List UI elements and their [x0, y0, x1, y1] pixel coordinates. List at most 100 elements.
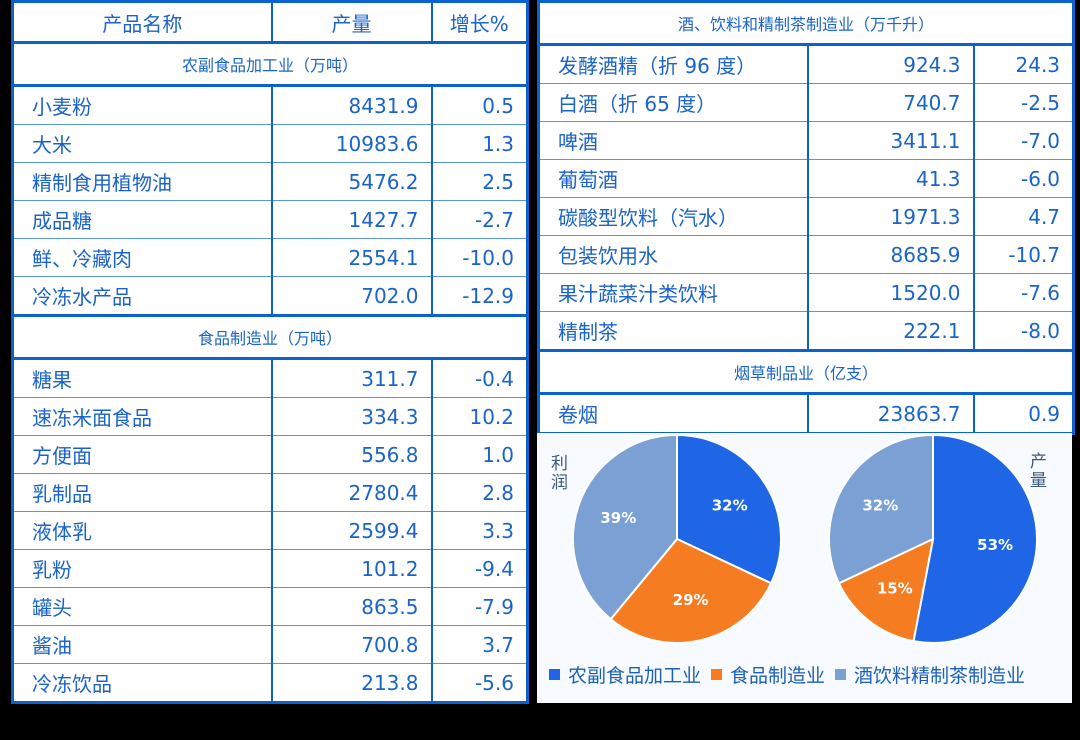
- output-cell: 5476.2: [270, 162, 432, 201]
- product-name-cell: 卷烟: [538, 393, 808, 434]
- growth-cell: 3.3: [430, 511, 528, 550]
- table-row: 乳粉 101.2 -9.4: [12, 549, 528, 588]
- product-name-cell: 精制茶: [538, 311, 808, 351]
- growth-cell: -6.0: [972, 159, 1075, 198]
- section-header-row: 烟草制品业（亿支）: [538, 349, 1074, 395]
- pie-chart-panel: 利润 32% 29% 39% 53% 15% 32% 产量 农副食品加工业 食品制造业 …: [537, 433, 1072, 703]
- output-cell: 2780.4: [270, 473, 432, 512]
- table-row: 果汁蔬菜汁类饮料 1520.0 -7.6: [538, 273, 1075, 312]
- growth-cell: -9.4: [430, 549, 528, 588]
- pie-slice: [676, 433, 782, 585]
- product-name-cell: 酱油: [12, 625, 272, 664]
- legend-item-food: 食品制造业: [711, 661, 825, 688]
- pie-slice: [912, 433, 1038, 644]
- profit-chart-title: 利润: [551, 454, 568, 493]
- pie-slice-label: 15%: [877, 579, 913, 597]
- product-name-cell: 碳酸型饮料（汽水）: [538, 197, 808, 236]
- growth-cell: -2.5: [972, 83, 1075, 122]
- product-name-cell: 包装饮用水: [538, 235, 808, 274]
- product-name-cell: 乳粉: [12, 549, 272, 588]
- output-cell: 1971.3: [806, 197, 974, 236]
- table-row: 液体乳 2599.4 3.3: [12, 511, 528, 550]
- legend-item-beverage: 酒饮料精制茶制造业: [835, 661, 1025, 688]
- table-row: 小麦粉 8431.9 0.5: [12, 85, 528, 125]
- legend-swatch-agri: [549, 669, 560, 680]
- pie-slice: [828, 433, 934, 585]
- product-name-cell: 精制食用植物油: [12, 162, 272, 201]
- pie-slice: [837, 537, 935, 643]
- legend-swatch-beverage: [835, 669, 847, 680]
- growth-cell: -8.0: [972, 311, 1075, 351]
- product-name-cell: 罐头: [12, 587, 272, 626]
- output-cell: 8685.9: [806, 235, 974, 274]
- pie-slice-label: 39%: [600, 509, 636, 527]
- section-header-row: 农副食品加工业（万吨）: [12, 41, 528, 87]
- output-cell: 311.7: [270, 358, 432, 398]
- output-cell: 213.8: [270, 663, 432, 703]
- pie-slice: [609, 537, 773, 644]
- product-name-cell: 葡萄酒: [538, 159, 808, 198]
- header-output: 产量: [270, 1, 432, 43]
- pie-slice-label: 53%: [977, 536, 1013, 554]
- profit-pie-chart: 32% 29% 39%: [572, 433, 782, 644]
- growth-cell: -7.0: [972, 121, 1075, 160]
- growth-cell: 1.0: [430, 435, 528, 474]
- legend-label-food: 食品制造业: [730, 665, 826, 687]
- growth-cell: 1.3: [430, 124, 528, 163]
- header-growth: 增长%: [430, 1, 528, 43]
- section-title: 烟草制品业（亿支）: [538, 349, 1074, 395]
- table-row: 发酵酒精（折 96 度） 924.3 24.3: [538, 44, 1075, 84]
- product-name-cell: 鲜、冷藏肉: [12, 238, 272, 277]
- table-row: 糖果 311.7 -0.4: [12, 358, 528, 398]
- product-name-cell: 白酒（折 65 度）: [538, 83, 808, 122]
- output-cell: 222.1: [806, 311, 974, 351]
- output-cell: 700.8: [270, 625, 432, 664]
- table-row: 精制茶 222.1 -8.0: [538, 311, 1075, 351]
- table-row: 大米 10983.6 1.3: [12, 124, 528, 163]
- table-row: 白酒（折 65 度） 740.7 -2.5: [538, 83, 1075, 122]
- table-row: 速冻米面食品 334.3 10.2: [12, 397, 528, 436]
- output-pie-chart: 53% 15% 32%: [828, 433, 1038, 644]
- growth-cell: 2.5: [430, 162, 528, 201]
- product-name-cell: 糖果: [12, 358, 272, 398]
- product-name-cell: 果汁蔬菜汁类饮料: [538, 273, 808, 312]
- output-cell: 863.5: [270, 587, 432, 626]
- output-cell: 1520.0: [806, 273, 974, 312]
- output-cell: 556.8: [270, 435, 432, 474]
- left-production-table: 产品名称 产量 增长% 农副食品加工业（万吨） 小麦粉 8431.9 0.5 大米 109…: [11, 0, 529, 704]
- output-cell: 10983.6: [270, 124, 432, 163]
- growth-cell: -10.0: [430, 238, 528, 277]
- output-cell: 740.7: [806, 83, 974, 122]
- product-name-cell: 乳制品: [12, 473, 272, 512]
- section-title: 农副食品加工业（万吨）: [12, 41, 528, 87]
- output-cell: 702.0: [270, 276, 432, 316]
- pie-slice-label: 32%: [712, 497, 748, 515]
- table-row: 精制食用植物油 5476.2 2.5: [12, 162, 528, 201]
- growth-cell: -12.9: [430, 276, 528, 316]
- output-cell: 101.2: [270, 549, 432, 588]
- legend-swatch-food: [711, 669, 723, 680]
- table-row: 成品糖 1427.7 -2.7: [12, 200, 528, 239]
- output-cell: 334.3: [270, 397, 432, 436]
- table-row: 罐头 863.5 -7.9: [12, 587, 528, 626]
- product-name-cell: 大米: [12, 124, 272, 163]
- table-row: 包装饮用水 8685.9 -10.7: [538, 235, 1075, 274]
- growth-cell: -10.7: [972, 235, 1075, 274]
- header-row: 产品名称 产量 增长%: [12, 1, 528, 43]
- growth-cell: -0.4: [430, 358, 528, 398]
- output-chart-title: 产量: [1030, 452, 1047, 491]
- growth-cell: -7.6: [972, 273, 1075, 312]
- table-row: 酱油 700.8 3.7: [12, 625, 528, 664]
- table-row: 冷冻水产品 702.0 -12.9: [12, 276, 528, 316]
- growth-cell: 4.7: [972, 197, 1075, 236]
- product-name-cell: 液体乳: [12, 511, 272, 550]
- growth-cell: 10.2: [430, 397, 528, 436]
- legend-item-agri: 农副食品加工业: [549, 661, 701, 688]
- product-name-cell: 小麦粉: [12, 85, 272, 125]
- table-row: 卷烟 23863.7 0.9: [538, 393, 1075, 434]
- growth-cell: 24.3: [972, 44, 1075, 84]
- output-cell: 8431.9: [270, 85, 432, 125]
- output-cell: 2554.1: [270, 238, 432, 277]
- header-product-name: 产品名称: [12, 1, 272, 43]
- right-production-table: 酒、饮料和精制茶制造业（万千升） 发酵酒精（折 96 度） 924.3 24.3 白酒（…: [537, 0, 1076, 435]
